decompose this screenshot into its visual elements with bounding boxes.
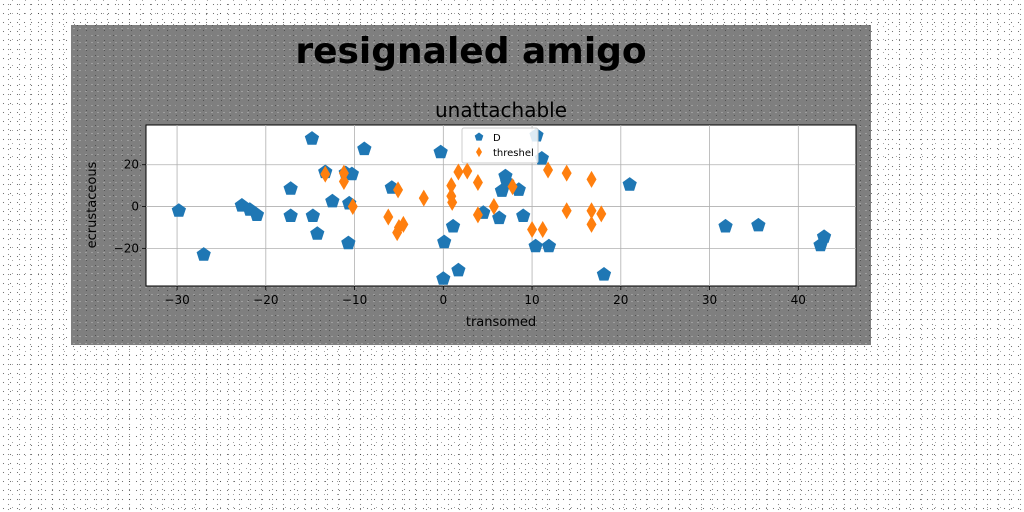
chart-suptitle: resignaled amigo [295, 31, 646, 72]
data-point-d [196, 247, 211, 261]
data-point-threshel [537, 221, 548, 239]
data-point-d [541, 238, 557, 253]
x-axis-label: transomed [466, 315, 536, 330]
data-point-d [751, 217, 766, 232]
data-point-d [305, 208, 320, 222]
data-point-d [310, 226, 325, 240]
legend-label-d: D [493, 133, 501, 144]
x-tick-label: −30 [164, 293, 189, 307]
data-point-d [436, 271, 451, 285]
data-point-threshel [418, 189, 429, 207]
legend-marker-d [474, 132, 484, 141]
data-point-threshel [561, 202, 572, 220]
data-point-threshel [586, 215, 597, 233]
data-point-d [249, 207, 265, 221]
x-tick-label: 20 [613, 293, 628, 307]
legend-label-threshel: threshel [493, 148, 534, 159]
data-point-threshel [446, 177, 457, 195]
x-tick-label: 10 [524, 293, 539, 307]
data-point-d [445, 218, 461, 233]
data-point-d [596, 267, 612, 281]
data-point-threshel [453, 163, 464, 181]
data-point-d [171, 203, 186, 217]
data-point-d [341, 235, 356, 250]
x-tick-label: −20 [253, 293, 278, 307]
data-point-d [437, 234, 452, 249]
y-tick-label: −20 [114, 241, 139, 255]
data-point-threshel [586, 202, 597, 220]
data-point-d [304, 131, 320, 145]
data-point-d [622, 177, 637, 191]
data-point-threshel [586, 170, 597, 188]
data-point-d [357, 141, 372, 156]
data-point-threshel [472, 174, 483, 191]
data-point-threshel [398, 215, 409, 233]
chart-svg: resignaled amigo unattachable −30 −20 −10 0… [85, 31, 857, 330]
data-point-threshel [472, 206, 483, 224]
data-point-d [516, 208, 531, 222]
data-point-threshel [527, 221, 538, 239]
data-point-d [433, 144, 448, 159]
data-point-threshel [488, 198, 499, 216]
chart-title: unattachable [435, 98, 567, 122]
data-point-threshel [462, 162, 473, 180]
data-point-d [718, 218, 733, 233]
chart-panel: resignaled amigo unattachable −30 −20 −10 0… [71, 25, 871, 345]
data-point-d [344, 166, 359, 181]
data-point-threshel [561, 164, 572, 182]
data-point-threshel [596, 205, 607, 223]
data-markers [171, 128, 832, 285]
data-point-threshel [447, 193, 458, 211]
data-point-threshel [347, 198, 358, 216]
data-point-d [451, 262, 466, 277]
data-point-d [325, 193, 340, 208]
data-point-threshel [507, 178, 518, 196]
x-tick-label: −10 [342, 293, 367, 307]
data-point-d [528, 238, 543, 253]
legend-marker-threshel [476, 146, 482, 158]
data-point-d [283, 208, 298, 222]
data-point-threshel [383, 208, 394, 226]
y-axis-label: ecrustaceous [85, 161, 100, 248]
x-tick-label: 40 [791, 293, 806, 307]
data-point-threshel [543, 161, 554, 179]
data-point-threshel [338, 172, 349, 190]
y-tick-label: 20 [124, 158, 139, 172]
data-point-d [492, 210, 507, 225]
grid-lines [146, 125, 856, 286]
axis-ticks: −30 −20 −10 0 10 20 30 40 −20 0 20 [114, 158, 806, 307]
data-point-d [283, 181, 298, 195]
data-point-threshel [393, 181, 404, 199]
data-point-d [816, 229, 832, 243]
x-tick-label: 0 [439, 293, 447, 307]
y-tick-label: 0 [131, 200, 139, 214]
data-point-threshel [320, 165, 331, 183]
legend: D threshel [461, 127, 539, 164]
x-tick-label: 30 [702, 293, 717, 307]
